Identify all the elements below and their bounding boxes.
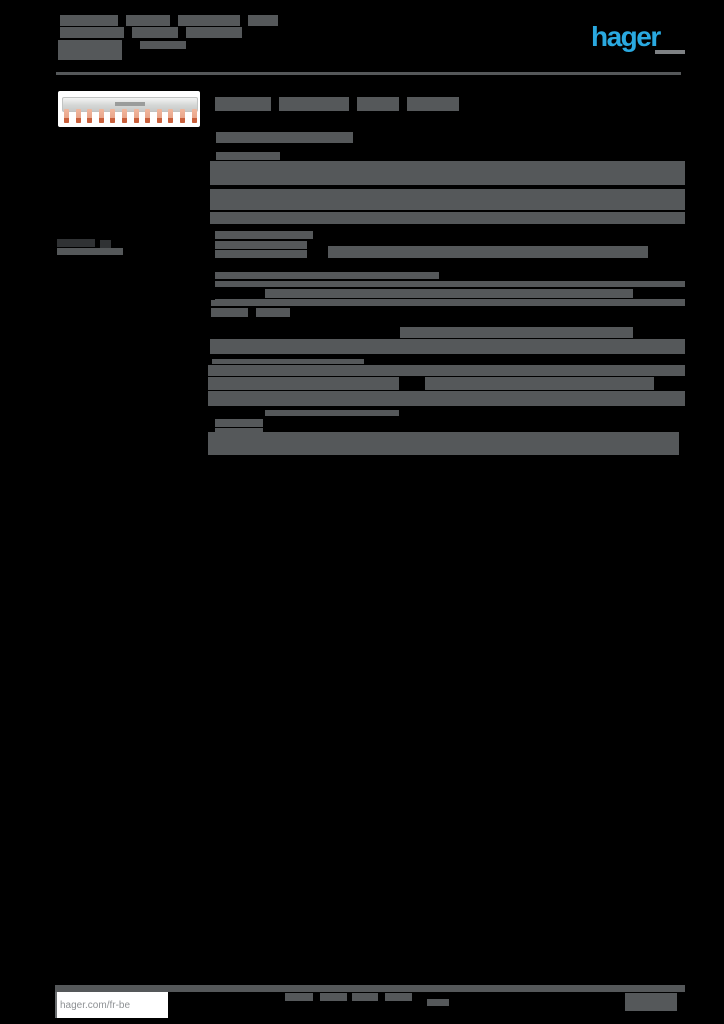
spec-label: [256, 308, 290, 317]
document-title-word: [178, 15, 240, 26]
reference-sub-label: [57, 248, 123, 255]
header-rule: [56, 72, 681, 75]
address-fragment: [140, 41, 186, 49]
spec-label: [215, 250, 307, 258]
logo-swoosh: [655, 50, 685, 54]
spec-label: [215, 231, 313, 239]
footer-url-text[interactable]: hager.com/fr-be: [60, 999, 131, 1011]
product-title-word: [357, 97, 399, 111]
section-label: [216, 152, 280, 160]
address-block: [58, 40, 122, 60]
busbar-pin: [168, 109, 174, 123]
product-subtitle: [216, 132, 353, 143]
product-title-word: [279, 97, 349, 111]
footer-cert-icon: [320, 993, 347, 1001]
busbar-pin: [64, 109, 69, 123]
busbar-print: [115, 102, 145, 106]
paragraph-line: [210, 339, 685, 354]
paragraph-line: [210, 161, 685, 185]
spec-label: [211, 300, 287, 306]
spec-label: [215, 241, 307, 249]
document-title-word: [126, 15, 170, 26]
busbar-pin: [145, 109, 151, 123]
paragraph-line: [208, 391, 685, 406]
busbar-pin: [87, 109, 93, 123]
busbar-pin: [110, 109, 116, 123]
busbar-pin: [98, 109, 104, 123]
document-title-word: [248, 15, 278, 26]
paragraph-line: [208, 365, 685, 376]
busbar-pin: [133, 109, 139, 123]
busbar-body: [62, 97, 198, 112]
spec-value: [328, 246, 648, 258]
footer-url-box[interactable]: hager.com/fr-be: [55, 992, 168, 1018]
footer-rule: [55, 985, 685, 992]
busbar-pin: [122, 109, 127, 123]
spec-row: [215, 299, 685, 306]
paragraph-line: [265, 410, 399, 416]
busbar-pin: [75, 109, 81, 123]
busbar-pin: [180, 109, 185, 123]
paragraph-line: [210, 189, 685, 210]
reference-label: [100, 240, 111, 248]
document-title-word: [132, 27, 178, 38]
product-title-word: [215, 97, 271, 111]
paragraph-line: [208, 377, 399, 390]
footer-cert-mark: [427, 999, 449, 1006]
paragraph-line: [208, 432, 679, 455]
spec-row: [215, 281, 685, 287]
document-title-word: [60, 15, 118, 26]
busbar-pin: [156, 109, 162, 123]
spec-label: [211, 308, 248, 317]
busbar-pin: [191, 109, 197, 123]
spec-row: [215, 272, 439, 279]
product-image: [58, 91, 200, 127]
document-title-word: [60, 27, 124, 38]
footer-cert-icon: [285, 993, 313, 1001]
busbar-pins: [58, 109, 200, 127]
reference-label: [57, 239, 95, 247]
footer-cert-icon: [352, 993, 378, 1001]
hager-logo-text: hager: [591, 21, 661, 52]
spec-value: [400, 327, 633, 338]
footer-cert-icon: [385, 993, 412, 1001]
footer-brand-block: [625, 993, 677, 1011]
paragraph-line: [212, 359, 364, 364]
paragraph-line: [210, 212, 685, 224]
spec-row: [265, 289, 633, 298]
spec-label: [215, 419, 263, 427]
hager-logo: hager: [591, 21, 691, 54]
product-title-word: [407, 97, 459, 111]
document-title-word: [186, 27, 242, 38]
paragraph-line: [425, 377, 654, 390]
